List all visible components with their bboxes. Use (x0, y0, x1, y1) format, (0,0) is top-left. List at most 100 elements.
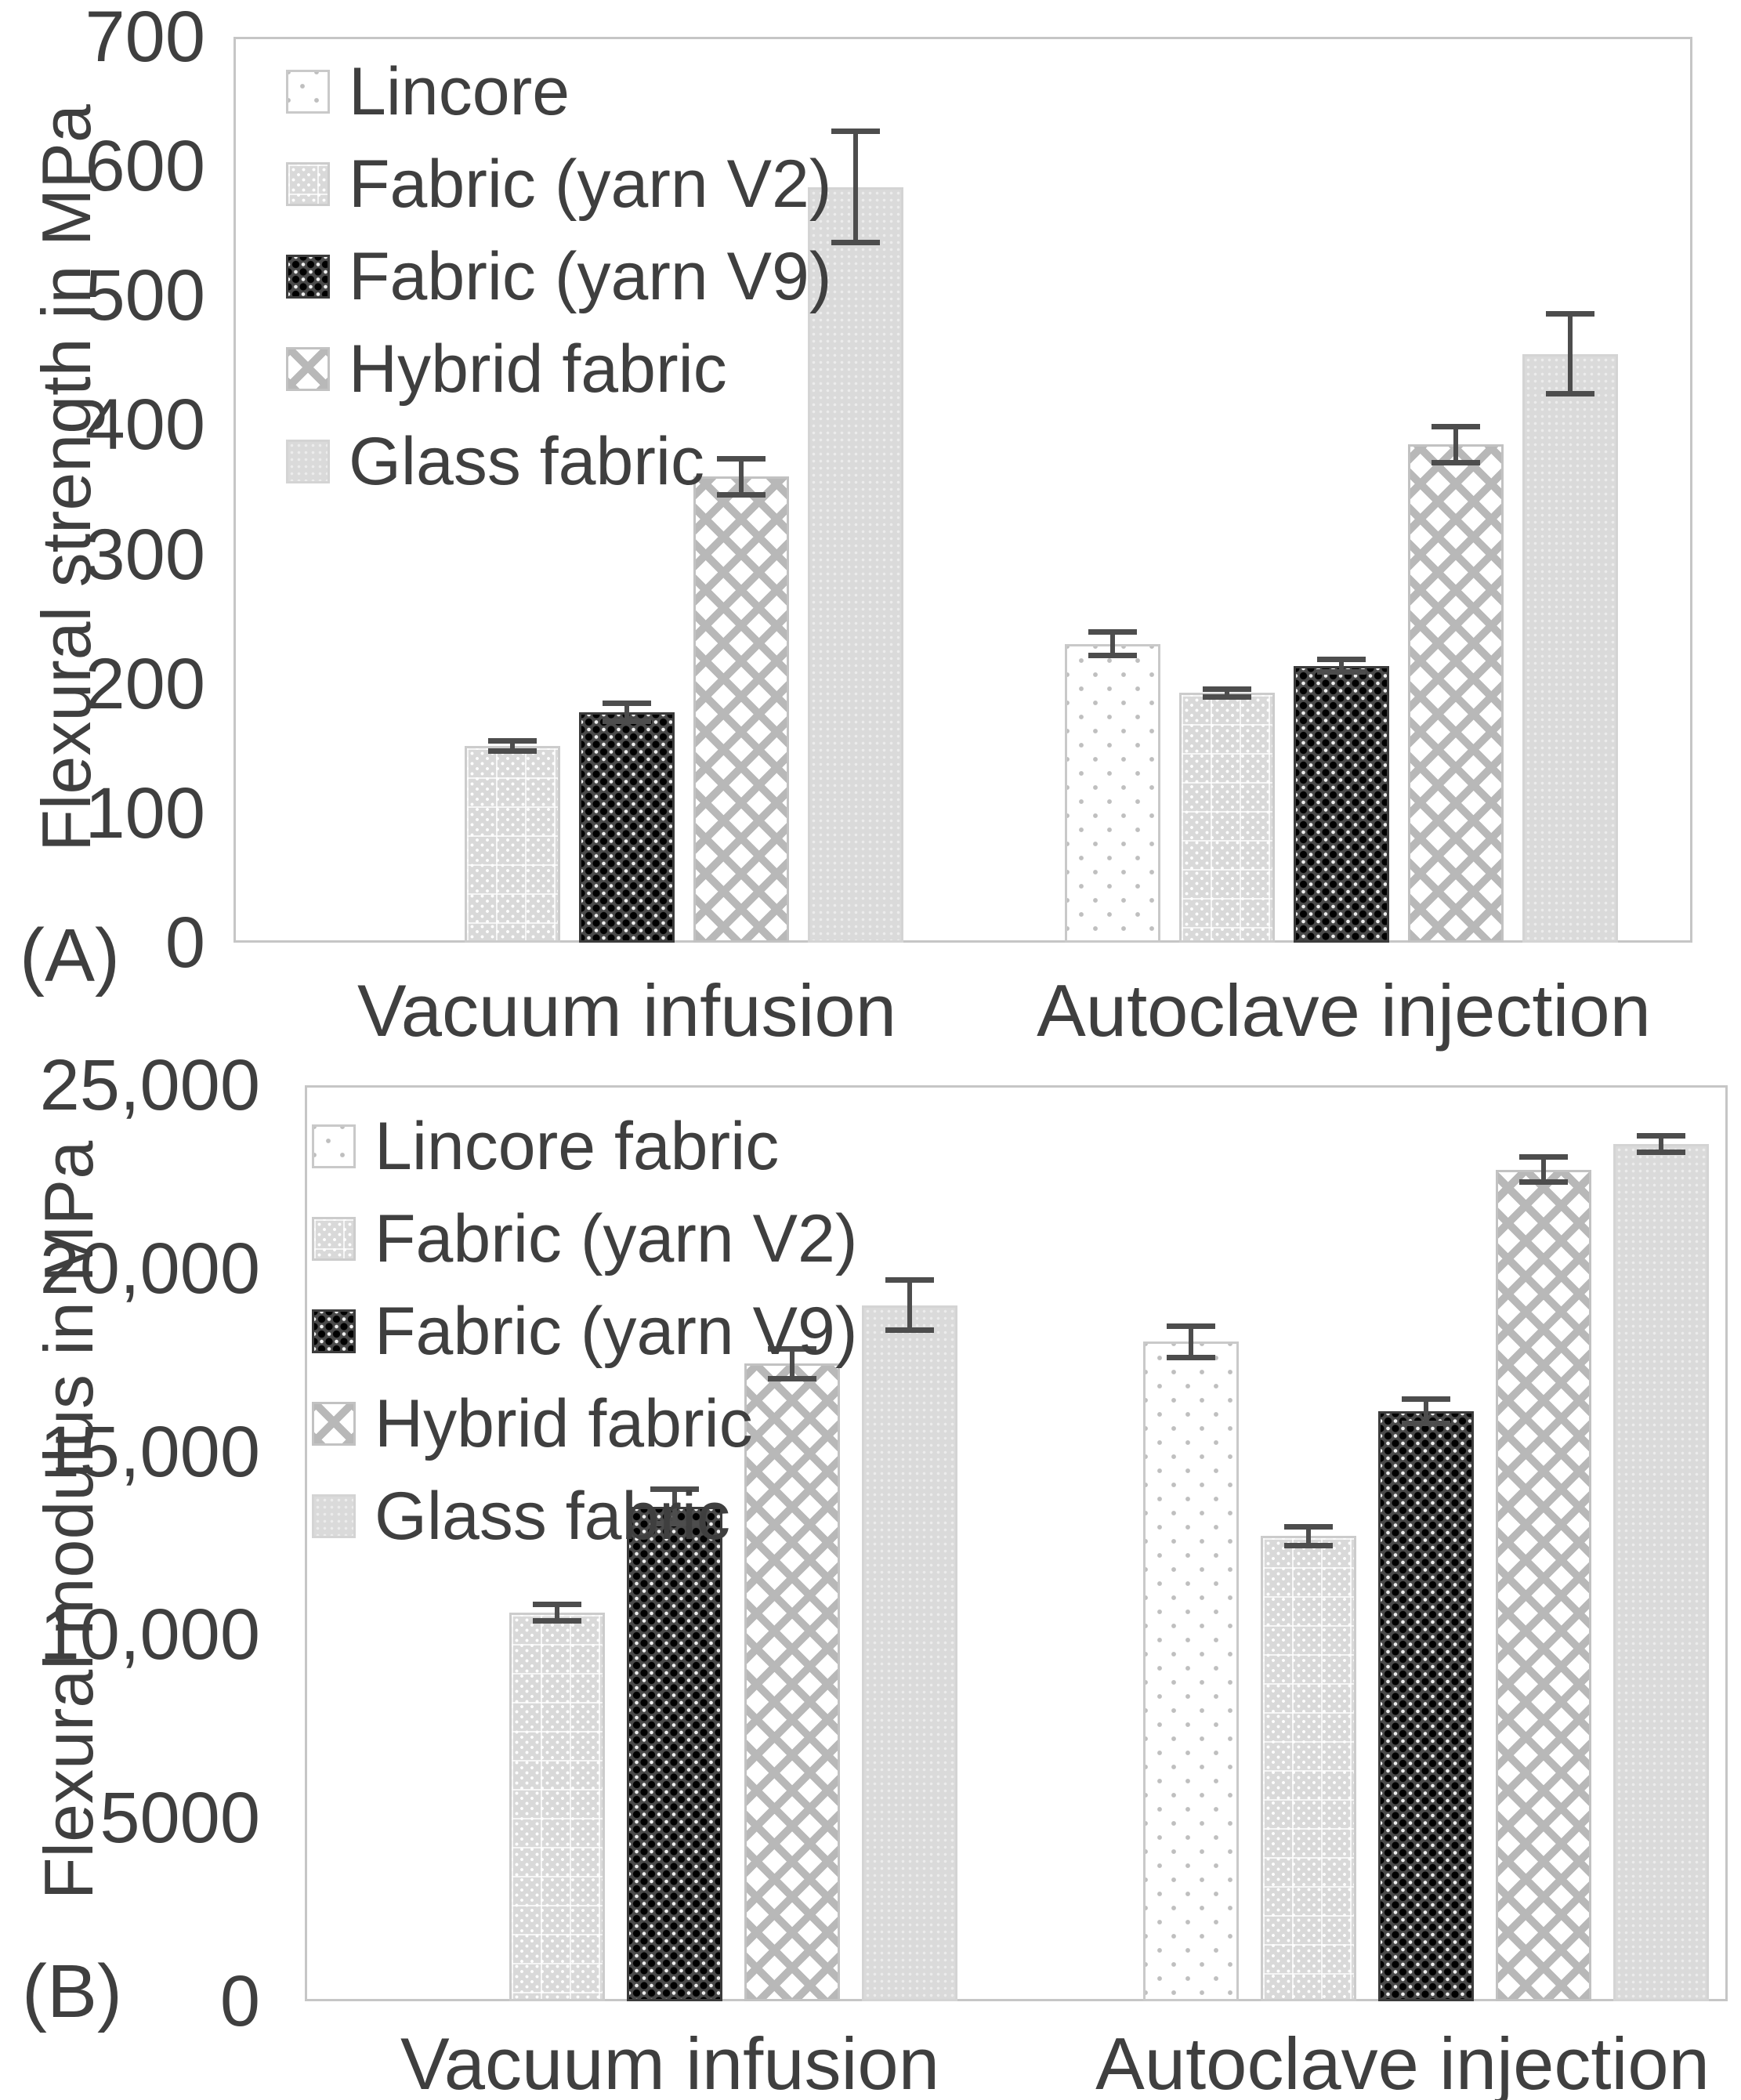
error-bar-bottom-cap (885, 1327, 934, 1333)
legend-swatch-v9 (286, 255, 330, 299)
error-bar (1167, 1323, 1215, 1360)
error-bar (1284, 1523, 1333, 1548)
error-bar (1402, 1396, 1450, 1426)
bar-v9 (1294, 665, 1389, 943)
y-tick-label: 5000 (100, 1778, 260, 1859)
legend-label: Fabric (yarn V9) (349, 238, 832, 314)
legend-swatch-lincore (286, 70, 330, 114)
error-bar (1637, 1132, 1685, 1155)
error-bar-bottom-cap (1546, 391, 1594, 397)
error-bar-bottom-cap (533, 1618, 581, 1624)
error-bar (885, 1277, 934, 1333)
error-bar-stem (555, 1602, 559, 1624)
error-bar-bottom-cap (1284, 1542, 1333, 1548)
bar-glass (1522, 353, 1618, 943)
error-bar-bottom-cap (768, 1375, 816, 1381)
y-tick-label: 500 (85, 255, 206, 336)
legend-label: Fabric (yarn V2) (375, 1200, 858, 1276)
error-bar-stem (853, 129, 858, 245)
error-bar (488, 738, 537, 754)
legend-label: Lincore (349, 53, 570, 129)
error-bar-stem (907, 1277, 912, 1333)
legend-item: Lincore fabric (312, 1100, 779, 1193)
error-bar (603, 701, 651, 724)
x-category-label: Autoclave injection (1095, 2022, 1710, 2100)
error-bar (1519, 1153, 1568, 1186)
error-bar-stem (1424, 1396, 1428, 1426)
legend-label: Glass fabric (375, 1478, 731, 1554)
error-bar-bottom-cap (650, 1521, 699, 1527)
error-bar-stem (1225, 686, 1229, 700)
error-bar (717, 456, 766, 498)
y-tick-label: 20,000 (39, 1228, 260, 1309)
bar-v2 (509, 1613, 605, 2001)
bar-hybrid (744, 1363, 840, 2001)
error-bar (1432, 423, 1480, 465)
y-tick-label: 400 (85, 385, 206, 465)
legend-item: Fabric (yarn V9) (312, 1285, 858, 1378)
legend-item: Glass fabric (312, 1470, 730, 1562)
error-bar-stem (1453, 423, 1458, 465)
error-bar-stem (1568, 311, 1573, 397)
legend-swatch-lincore (312, 1124, 356, 1168)
error-bar-bottom-cap (1637, 1149, 1685, 1155)
error-bar (1088, 629, 1137, 658)
bar-v9 (579, 712, 675, 943)
bar-hybrid (693, 476, 789, 943)
legend-swatch-glass (312, 1494, 356, 1538)
y-tick-label: 10,000 (39, 1595, 260, 1675)
error-bar-stem (1541, 1153, 1546, 1186)
legend-swatch-glass (286, 440, 330, 483)
error-bar (1203, 686, 1251, 700)
legend-item: Glass fabric (286, 415, 704, 508)
legend-label: Hybrid fabric (375, 1385, 753, 1461)
bar-glass (1613, 1143, 1709, 2001)
y-tick-label: 0 (165, 903, 205, 983)
bar-v9 (1378, 1411, 1474, 2001)
legend-item: Fabric (yarn V9) (286, 230, 832, 323)
error-bar-stem (1189, 1323, 1193, 1360)
error-bar (1546, 311, 1594, 397)
legend-label: Fabric (yarn V9) (375, 1293, 858, 1369)
error-bar-bottom-cap (1167, 1354, 1215, 1360)
legend-swatch-v2 (312, 1217, 356, 1261)
y-tick-label: 700 (85, 0, 206, 77)
panel-a-letter: (A) (20, 914, 120, 998)
legend-item: Lincore (286, 45, 570, 138)
error-bar-stem (510, 738, 515, 754)
legend-label: Glass fabric (349, 423, 705, 499)
legend-swatch-hybrid (286, 347, 330, 391)
bar-v2 (1261, 1536, 1356, 2001)
bar-v2 (465, 745, 560, 943)
error-bar (1317, 657, 1366, 675)
legend-item: Fabric (yarn V2) (312, 1193, 858, 1285)
legend-item: Hybrid fabric (286, 323, 727, 415)
error-bar-stem (1110, 629, 1115, 658)
y-tick-label: 600 (85, 126, 206, 207)
error-bar (650, 1486, 699, 1527)
bar-glass (862, 1305, 957, 2001)
x-category-label: Vacuum infusion (400, 2022, 939, 2100)
legend-item: Hybrid fabric (312, 1378, 753, 1470)
panel-a-y-axis-title: Flexural strength in MPa (27, 104, 105, 852)
bar-v9 (627, 1506, 722, 2001)
bar-hybrid (1496, 1169, 1591, 2001)
panel-b-letter: (B) (22, 1950, 122, 2033)
error-bar-bottom-cap (603, 718, 651, 724)
error-bar (533, 1602, 581, 1624)
y-tick-label: 300 (85, 514, 206, 595)
error-bar-stem (739, 456, 744, 498)
y-tick-label: 200 (85, 643, 206, 724)
error-bar-stem (790, 1345, 794, 1381)
error-bar-bottom-cap (1088, 652, 1137, 658)
error-bar-stem (1339, 657, 1344, 675)
error-bar-bottom-cap (1432, 459, 1480, 465)
legend-swatch-v2 (286, 162, 330, 206)
error-bar-bottom-cap (717, 491, 766, 498)
error-bar-bottom-cap (1519, 1179, 1568, 1186)
error-bar (768, 1345, 816, 1381)
error-bar-stem (1659, 1132, 1663, 1155)
bar-lincore (1143, 1341, 1239, 2001)
error-bar-bottom-cap (1402, 1420, 1450, 1426)
error-bar-bottom-cap (831, 239, 880, 245)
